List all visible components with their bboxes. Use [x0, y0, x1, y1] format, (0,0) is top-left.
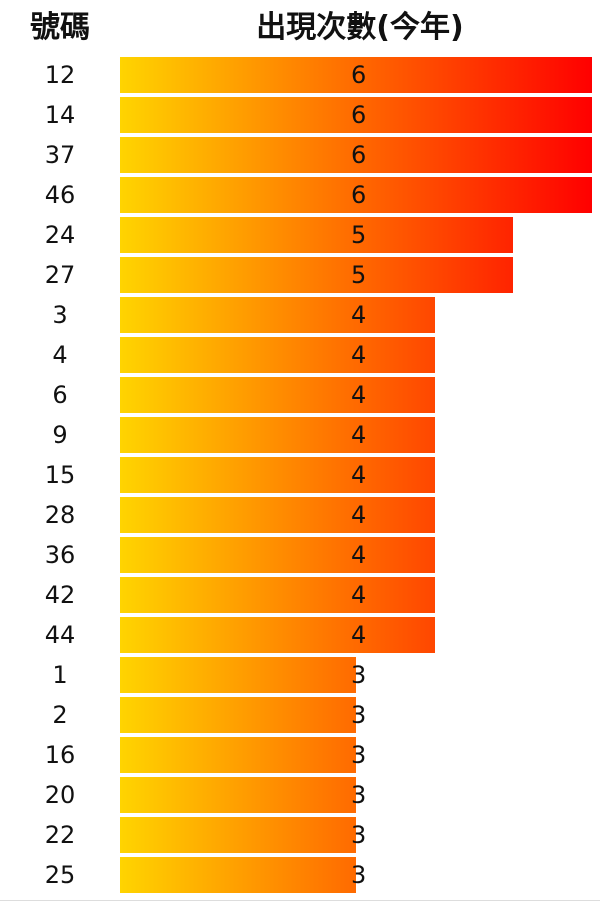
- bar-value-label: 3: [351, 661, 367, 689]
- frequency-bar: [120, 857, 356, 893]
- count-column-header: 出現次數(今年): [256, 10, 464, 45]
- number-label: 46: [44, 181, 76, 209]
- table-row: 36 4: [0, 537, 600, 573]
- bar-value-label: 4: [351, 341, 367, 369]
- number-label: 12: [44, 61, 76, 89]
- bar-value-label: 3: [351, 741, 367, 769]
- frequency-bar: [120, 617, 435, 653]
- frequency-bar: [120, 257, 513, 293]
- bar-value-label: 3: [351, 861, 367, 889]
- table-row: 22 3: [0, 817, 600, 853]
- table-row: 16 3: [0, 737, 600, 773]
- number-label: 1: [52, 661, 68, 689]
- frequency-bar: [120, 57, 592, 93]
- table-row: 44 4: [0, 617, 600, 653]
- table-row: 46 6: [0, 177, 600, 213]
- bottom-divider: [0, 900, 600, 901]
- bar-value-label: 5: [351, 261, 367, 289]
- number-label: 44: [44, 621, 76, 649]
- frequency-bar: [120, 417, 435, 453]
- table-row: 27 5: [0, 257, 600, 293]
- table-row: 42 4: [0, 577, 600, 613]
- number-label: 24: [44, 221, 76, 249]
- table-row: 15 4: [0, 457, 600, 493]
- bar-value-label: 3: [351, 821, 367, 849]
- bar-value-label: 4: [351, 501, 367, 529]
- number-label: 36: [44, 541, 76, 569]
- frequency-bar: [120, 497, 435, 533]
- frequency-bar: [120, 217, 513, 253]
- number-label: 16: [44, 741, 76, 769]
- bar-value-label: 3: [351, 701, 367, 729]
- frequency-bar: [120, 737, 356, 773]
- number-label: 14: [44, 101, 76, 129]
- table-row: 25 3: [0, 857, 600, 893]
- number-label: 20: [44, 781, 76, 809]
- bar-value-label: 5: [351, 221, 367, 249]
- frequency-bar: [120, 697, 356, 733]
- number-label: 2: [52, 701, 68, 729]
- frequency-bar: [120, 377, 435, 413]
- table-header: 號碼 出現次數(今年): [0, 0, 600, 56]
- frequency-bar: [120, 457, 435, 493]
- bar-value-label: 4: [351, 581, 367, 609]
- bar-value-label: 4: [351, 421, 367, 449]
- bar-value-label: 4: [351, 621, 367, 649]
- table-row: 28 4: [0, 497, 600, 533]
- table-row: 24 5: [0, 217, 600, 253]
- bar-value-label: 6: [351, 61, 367, 89]
- number-label: 27: [44, 261, 76, 289]
- frequency-bar: [120, 97, 592, 133]
- number-label: 9: [52, 421, 68, 449]
- bar-value-label: 6: [351, 181, 367, 209]
- table-row: 37 6: [0, 137, 600, 173]
- table-row: 20 3: [0, 777, 600, 813]
- frequency-bar: [120, 657, 356, 693]
- table-row: 12 6: [0, 57, 600, 93]
- number-label: 6: [52, 381, 68, 409]
- frequency-bar: [120, 537, 435, 573]
- frequency-bar: [120, 777, 356, 813]
- number-label: 22: [44, 821, 76, 849]
- bar-value-label: 4: [351, 541, 367, 569]
- bar-value-label: 3: [351, 781, 367, 809]
- number-label: 3: [52, 301, 68, 329]
- bar-value-label: 4: [351, 381, 367, 409]
- bar-value-label: 4: [351, 301, 367, 329]
- number-label: 37: [44, 141, 76, 169]
- frequency-bar: [120, 337, 435, 373]
- frequency-bar: [120, 817, 356, 853]
- table-row: 14 6: [0, 97, 600, 133]
- frequency-bar: [120, 137, 592, 173]
- number-column-header: 號碼: [30, 10, 90, 45]
- frequency-bar: [120, 297, 435, 333]
- number-label: 25: [44, 861, 76, 889]
- frequency-bar: [120, 177, 592, 213]
- number-label: 42: [44, 581, 76, 609]
- number-label: 28: [44, 501, 76, 529]
- number-label: 4: [52, 341, 68, 369]
- frequency-bar: [120, 577, 435, 613]
- bar-value-label: 6: [351, 101, 367, 129]
- bar-value-label: 6: [351, 141, 367, 169]
- bar-value-label: 4: [351, 461, 367, 489]
- number-label: 15: [44, 461, 76, 489]
